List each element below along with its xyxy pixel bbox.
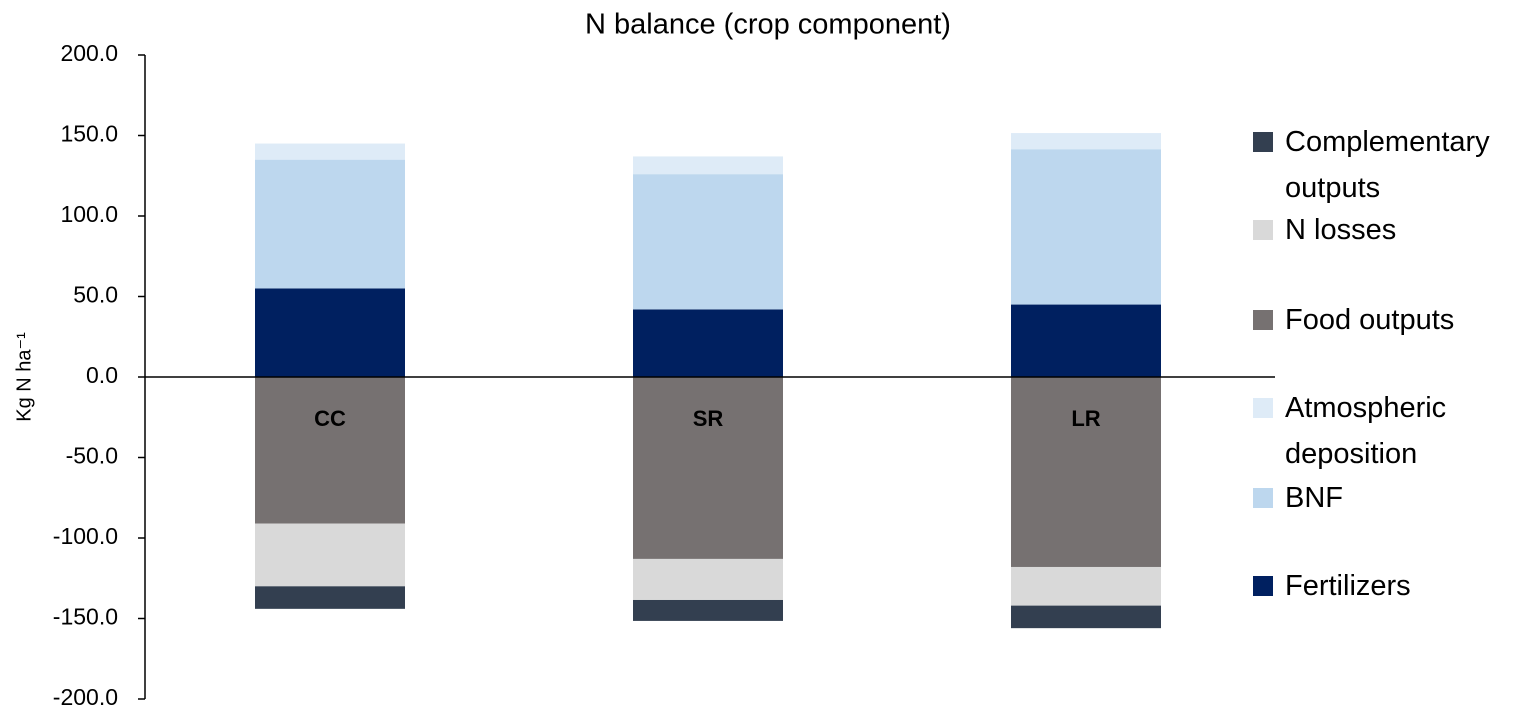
bar-segment [633, 377, 783, 559]
bar-segment [1011, 133, 1161, 150]
bar-segment [255, 377, 405, 524]
bar-segment [255, 586, 405, 609]
category-label: LR [1071, 406, 1100, 431]
chart-title: N balance (crop component) [585, 9, 951, 41]
bar-segment [255, 523, 405, 587]
bar-segment [633, 599, 783, 621]
legend-label: Fertilizers [1285, 570, 1411, 602]
legend-item: Fertilizers [1253, 563, 1523, 609]
y-tick-label: -150.0 [53, 604, 118, 630]
y-tick-label: 50.0 [73, 282, 118, 308]
bar-segment [255, 143, 405, 160]
legend-label: Food outputs [1285, 304, 1455, 336]
bar-segment [633, 174, 783, 310]
legend-swatch [1253, 220, 1273, 240]
y-axis-label: Kg N ha⁻¹ [13, 332, 35, 422]
y-tick-label: -100.0 [53, 523, 118, 549]
y-tick-label: 200.0 [60, 40, 118, 66]
bar-segment [255, 288, 405, 377]
legend-swatch [1253, 310, 1273, 330]
legend-item: Food outputs [1253, 297, 1523, 343]
y-tick-label: 150.0 [60, 121, 118, 147]
bar-segment [633, 558, 783, 600]
y-tick-label: 0.0 [86, 362, 118, 388]
legend-swatch [1253, 576, 1273, 596]
legend-item: N losses [1253, 207, 1523, 253]
bar-segment [1011, 566, 1161, 606]
legend-label: Atmospheric deposition [1285, 392, 1447, 470]
legend-swatch [1253, 488, 1273, 508]
bar-segment [633, 156, 783, 175]
bar-segment [1011, 304, 1161, 377]
legend-label: N losses [1285, 214, 1397, 246]
legend-item: BNF [1253, 475, 1523, 521]
category-label: SR [693, 406, 724, 431]
legend-label: Complementary outputs [1285, 126, 1490, 204]
bar-segment [1011, 149, 1161, 305]
category-label: CC [314, 406, 346, 431]
legend-swatch [1253, 398, 1273, 418]
y-tick-label: -200.0 [53, 684, 118, 710]
bar-segment [255, 159, 405, 289]
legend-label: BNF [1285, 482, 1343, 514]
legend-item: Complementary outputs [1253, 119, 1523, 211]
bar-segment [1011, 377, 1161, 567]
bar-segment [633, 309, 783, 377]
y-tick-label: -50.0 [66, 443, 118, 469]
bar-segment [1011, 605, 1161, 629]
legend-item: Atmospheric deposition [1253, 385, 1523, 477]
legend-swatch [1253, 132, 1273, 152]
y-tick-label: 100.0 [60, 201, 118, 227]
